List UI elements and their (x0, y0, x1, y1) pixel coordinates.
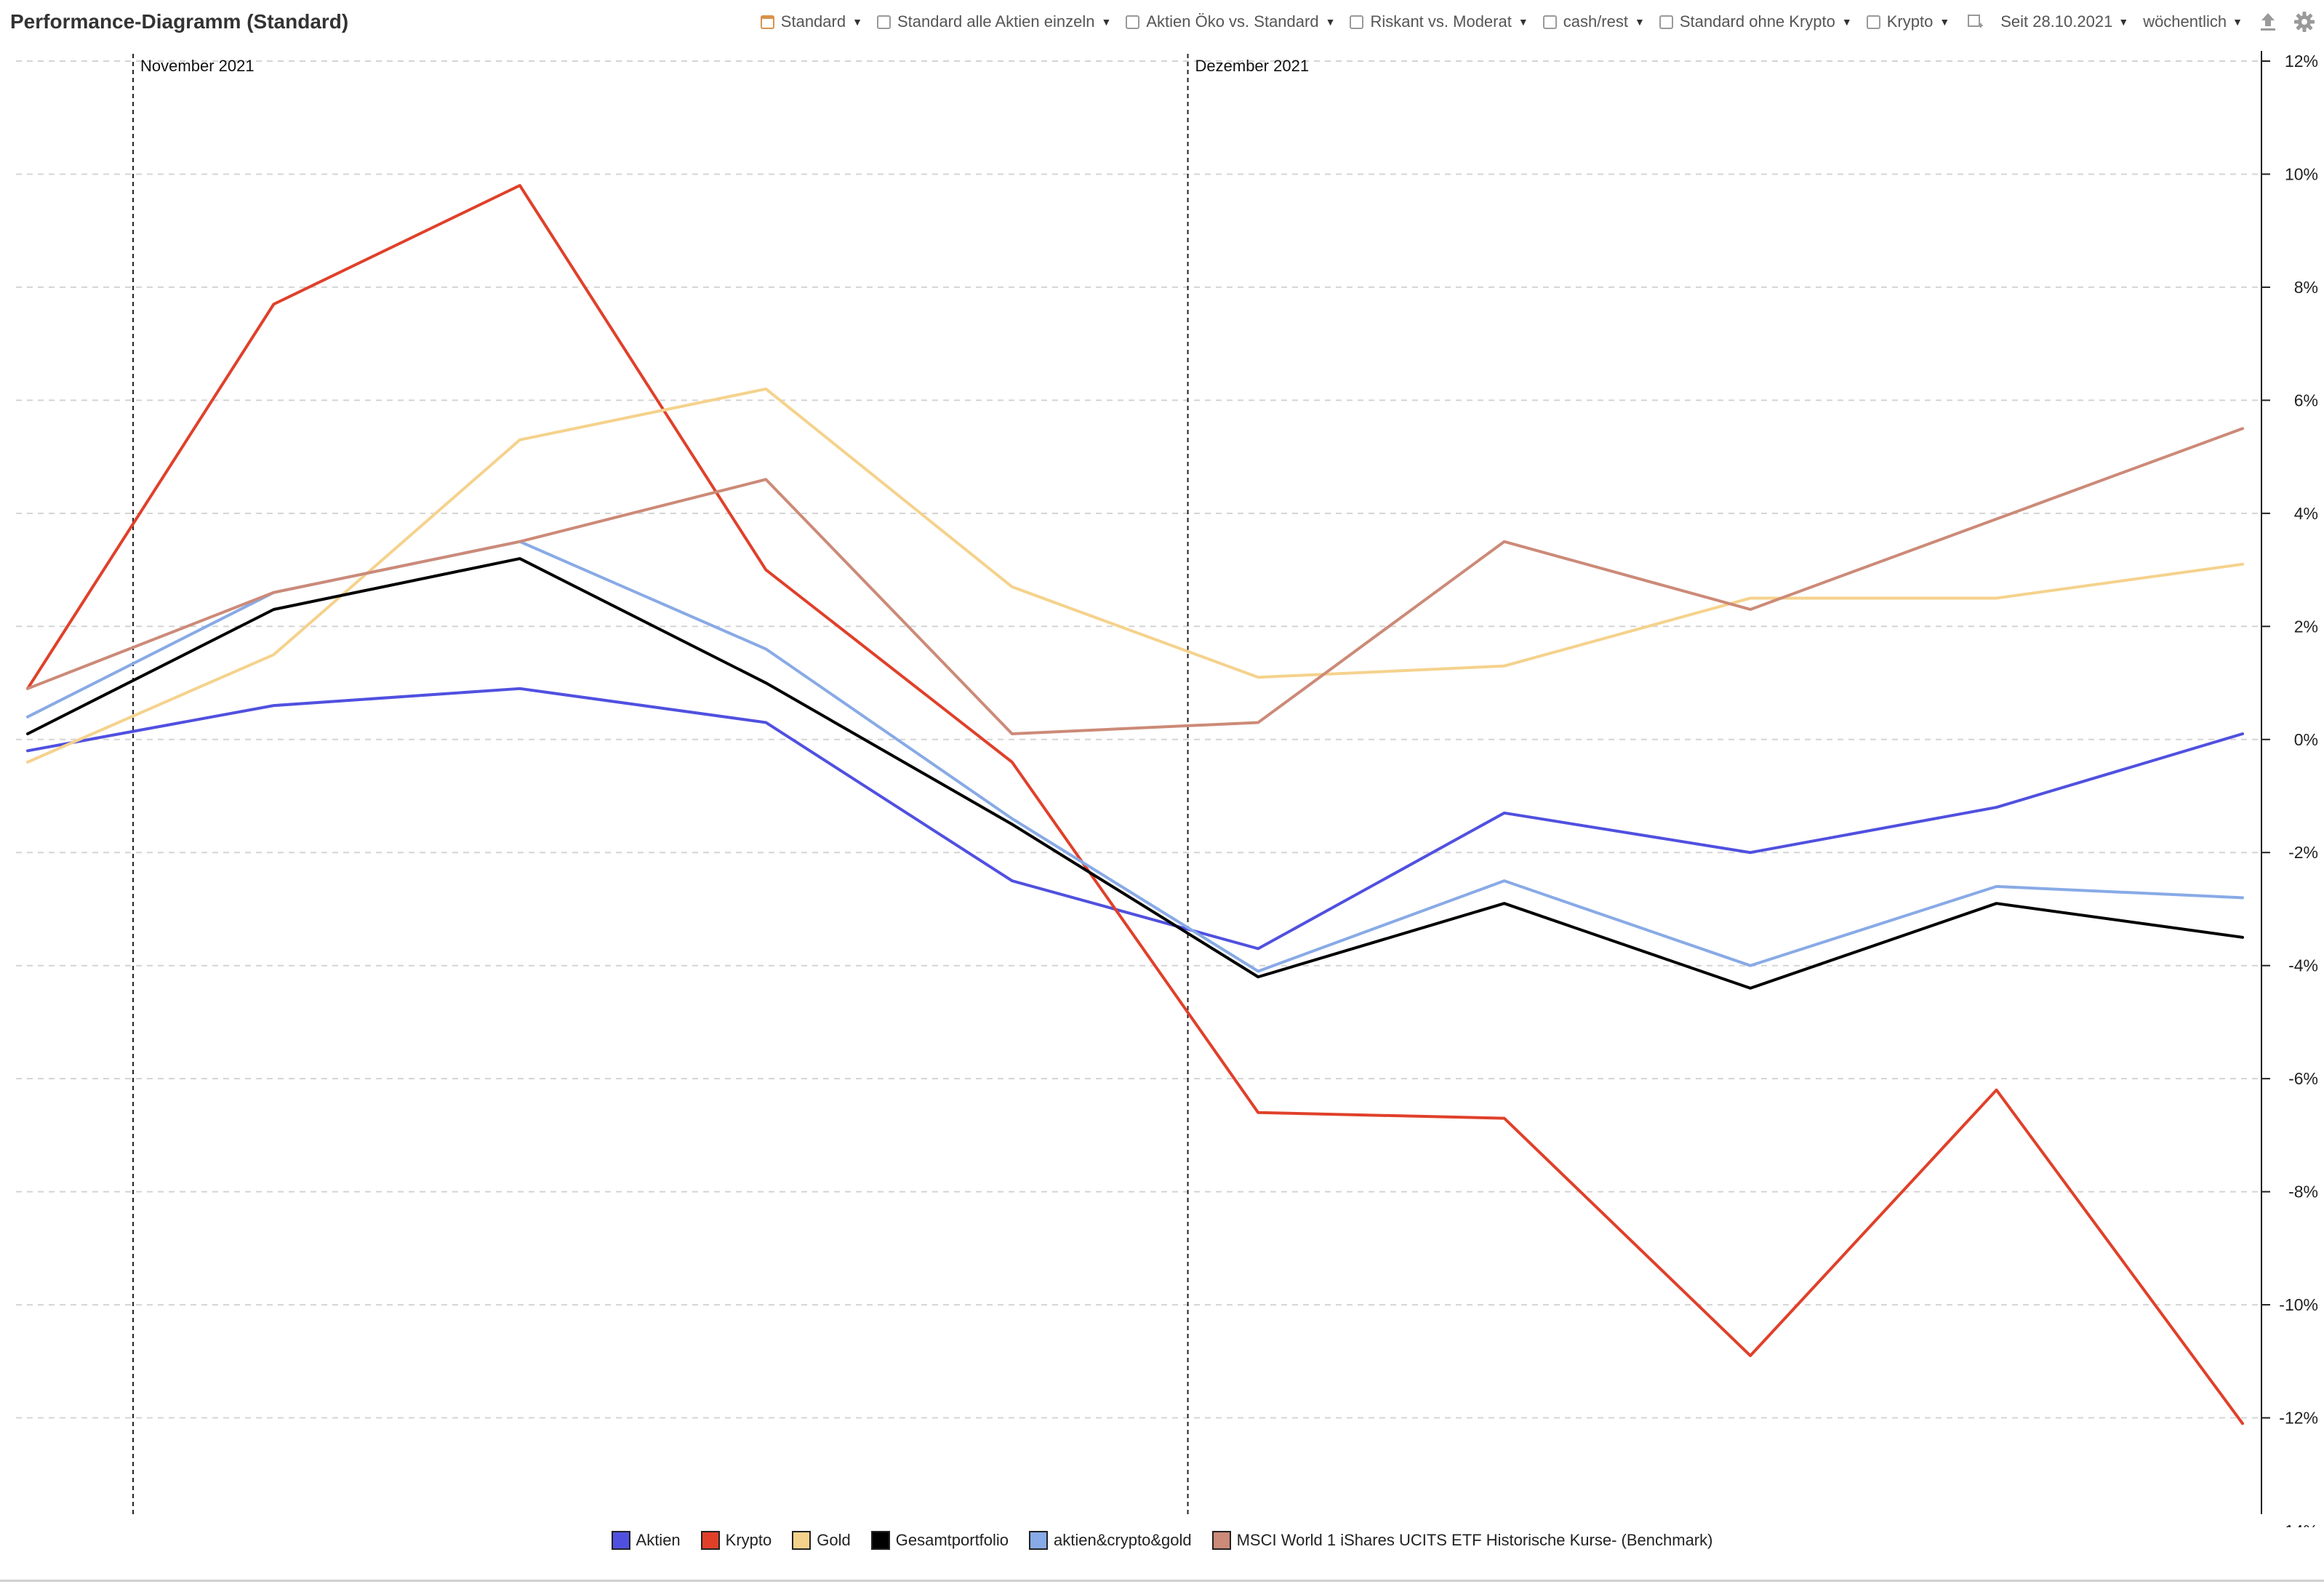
month-marker-label: November 2021 (140, 57, 255, 75)
y-tick-label: -2% (2288, 843, 2318, 862)
legend-label: Gesamtportfolio (895, 1531, 1009, 1549)
series-line-aktien-crypto-gold (26, 540, 2244, 973)
preset-checkbox[interactable] (1542, 15, 1557, 29)
preset-toolbar: Standard ▼ Standard alle Aktien einzeln … (760, 11, 2315, 33)
legend-item-krypto[interactable]: Krypto (700, 1531, 772, 1550)
preset-checkbox[interactable] (1350, 15, 1364, 29)
series-line-aktien (26, 687, 2244, 951)
y-tick-label: -4% (2288, 956, 2318, 975)
preset-standard-alle-aktien-einzeln[interactable]: Standard alle Aktien einzeln ▼ (876, 12, 1112, 31)
preset-krypto[interactable]: Krypto ▼ (1866, 12, 1950, 31)
y-tick-label: -6% (2288, 1069, 2318, 1088)
chart-legend: Aktien Krypto Gold Gesamtportfolio aktie… (0, 1531, 2324, 1550)
legend-swatch (792, 1531, 812, 1550)
preset-label: Standard ohne Krypto (1679, 12, 1835, 31)
bottom-divider (0, 1580, 2324, 1582)
preset-label: Aktien Öko vs. Standard (1146, 12, 1319, 31)
chevron-down-icon[interactable]: ▼ (852, 16, 862, 28)
legend-item-msci-benchmark[interactable]: MSCI World 1 iShares UCITS ETF Historisc… (1211, 1531, 1713, 1550)
preset-aktien-oeko-vs-standard[interactable]: Aktien Öko vs. Standard ▼ (1126, 12, 1335, 31)
legend-label: Gold (817, 1531, 851, 1549)
y-tick-label: -8% (2288, 1183, 2318, 1201)
upload-icon[interactable] (2257, 11, 2279, 33)
y-tick-label: 6% (2294, 391, 2318, 409)
y-tick-label: 0% (2294, 730, 2318, 749)
chevron-down-icon[interactable]: ▼ (2232, 16, 2243, 28)
legend-label: Aktien (636, 1531, 681, 1549)
series-line-krypto (26, 184, 2244, 1425)
chevron-down-icon[interactable]: ▼ (1939, 16, 1950, 28)
legend-swatch (1029, 1531, 1049, 1550)
preset-label: Krypto (1886, 12, 1934, 31)
legend-label: aktien&crypto&gold (1054, 1531, 1192, 1549)
preset-cash-rest[interactable]: cash/rest ▼ (1542, 12, 1645, 31)
series-line-gold (26, 387, 2244, 764)
chevron-down-icon[interactable]: ▼ (1325, 16, 1336, 28)
legend-item-aktien-crypto-gold[interactable]: aktien&crypto&gold (1029, 1531, 1192, 1550)
y-tick-label: 2% (2294, 617, 2318, 636)
preset-checkbox[interactable] (1126, 15, 1140, 29)
legend-item-gold[interactable]: Gold (792, 1531, 851, 1550)
series-line-gesamtportfolio (26, 557, 2244, 990)
interval-select[interactable]: wöchentlich ▼ (2143, 12, 2243, 31)
since-date-label: Seit 28.10.2021 (2000, 12, 2113, 31)
y-tick-label: 8% (2294, 278, 2318, 297)
chevron-down-icon[interactable]: ▼ (2118, 16, 2129, 28)
month-marker-label: Dezember 2021 (1195, 57, 1310, 75)
preset-label: cash/rest (1563, 12, 1628, 31)
preset-checkbox[interactable] (1659, 15, 1673, 29)
legend-swatch (700, 1531, 720, 1550)
chevron-down-icon[interactable]: ▼ (1101, 16, 1112, 28)
page-title: Performance-Diagramm (Standard) (10, 10, 349, 33)
legend-swatch (611, 1531, 630, 1550)
chevron-down-icon[interactable]: ▼ (1634, 16, 1645, 28)
legend-swatch (870, 1531, 890, 1550)
preset-checkbox[interactable] (1866, 15, 1880, 29)
legend-label: MSCI World 1 iShares UCITS ETF Historisc… (1236, 1531, 1713, 1549)
preset-checkbox[interactable] (760, 15, 774, 29)
preset-label: Standard (780, 12, 846, 31)
top-bar: Performance-Diagramm (Standard) Standard… (0, 0, 2324, 44)
preset-checkbox[interactable] (876, 15, 891, 29)
legend-swatch (1211, 1531, 1231, 1550)
y-tick-label: -10% (2279, 1295, 2318, 1314)
chevron-down-icon[interactable]: ▼ (1518, 16, 1528, 28)
legend-item-aktien[interactable]: Aktien (611, 1531, 681, 1550)
legend-item-gesamtportfolio[interactable]: Gesamtportfolio (870, 1531, 1009, 1550)
series-line-msci-world-1-ishares-ucits-etf-historische-kurse-benchmark (26, 427, 2244, 735)
preset-label: Standard alle Aktien einzeln (897, 12, 1095, 31)
chevron-down-icon[interactable]: ▼ (1841, 16, 1852, 28)
interval-label: wöchentlich (2143, 12, 2227, 31)
since-date-select[interactable]: Seit 28.10.2021 ▼ (2000, 12, 2128, 31)
preset-standard[interactable]: Standard ▼ (760, 12, 862, 31)
add-preset-icon[interactable] (1964, 11, 1986, 33)
y-tick-label: 4% (2294, 504, 2318, 523)
legend-label: Krypto (725, 1531, 772, 1549)
gear-icon[interactable] (2293, 11, 2315, 33)
y-tick-label: 12% (2285, 52, 2318, 71)
preset-standard-ohne-krypto[interactable]: Standard ohne Krypto ▼ (1659, 12, 1852, 31)
y-tick-label: 10% (2285, 164, 2318, 183)
y-tick-label: -12% (2279, 1409, 2318, 1428)
performance-chart: 12% 10% 8% 6% 4% 2% 0% -2% -4% -6% -8% -10% -12% -14%… (16, 51, 2318, 1527)
y-tick-label: -14% (2279, 1521, 2318, 1527)
preset-riskant-vs-moderat[interactable]: Riskant vs. Moderat ▼ (1350, 12, 1528, 31)
preset-label: Riskant vs. Moderat (1370, 12, 1512, 31)
